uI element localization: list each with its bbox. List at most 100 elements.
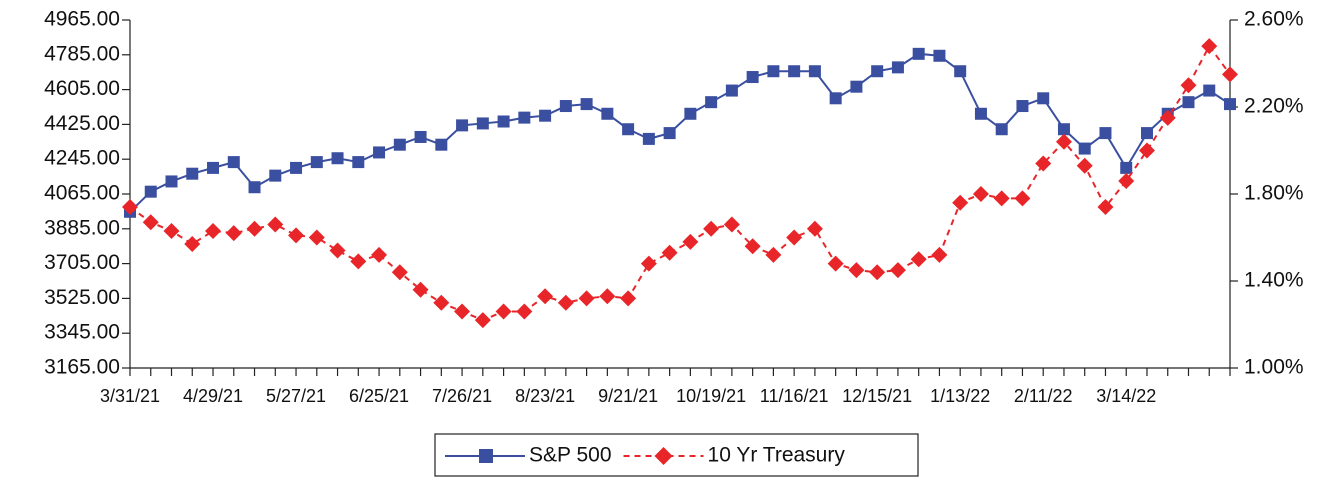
point bbox=[371, 246, 388, 263]
point bbox=[891, 61, 904, 74]
point bbox=[433, 294, 450, 311]
x-tick-label: 9/21/21 bbox=[598, 386, 658, 406]
x-tick-label: 2/11/22 bbox=[1014, 386, 1073, 406]
point bbox=[1055, 133, 1072, 150]
point bbox=[829, 92, 842, 105]
point bbox=[620, 290, 637, 307]
point bbox=[1016, 100, 1029, 113]
point bbox=[559, 100, 572, 113]
point bbox=[435, 138, 448, 151]
point bbox=[454, 303, 471, 320]
point bbox=[601, 107, 614, 120]
legend-label: S&P 500 bbox=[529, 444, 612, 467]
y-tick-label: 3165.00 bbox=[44, 356, 120, 379]
y-tick-label: 3525.00 bbox=[44, 286, 120, 309]
point bbox=[622, 123, 635, 136]
point bbox=[165, 175, 178, 188]
point bbox=[910, 251, 927, 268]
point bbox=[186, 167, 199, 180]
point bbox=[497, 115, 510, 128]
point bbox=[640, 255, 657, 272]
x-tick-label: 3/14/22 bbox=[1096, 386, 1156, 406]
point bbox=[684, 107, 697, 120]
point bbox=[207, 161, 220, 174]
point bbox=[661, 244, 678, 261]
point bbox=[663, 127, 676, 140]
y-tick-label: 4965.00 bbox=[44, 8, 120, 31]
point bbox=[788, 65, 801, 78]
point bbox=[310, 156, 323, 169]
point bbox=[557, 294, 574, 311]
point bbox=[391, 264, 408, 281]
series-line bbox=[129, 44, 1231, 322]
point bbox=[1118, 172, 1135, 189]
point bbox=[952, 194, 969, 211]
point bbox=[1057, 123, 1070, 136]
point bbox=[827, 255, 844, 272]
x-tick-label: 10/19/21 bbox=[676, 386, 746, 406]
point bbox=[744, 238, 761, 255]
point bbox=[599, 288, 616, 305]
x-tick-label: 11/16/21 bbox=[760, 386, 829, 406]
point bbox=[495, 303, 512, 320]
y-tick-label: 3885.00 bbox=[44, 216, 120, 239]
point bbox=[144, 185, 157, 198]
point bbox=[705, 96, 718, 109]
point bbox=[352, 156, 365, 169]
point bbox=[765, 246, 782, 263]
point bbox=[269, 169, 282, 182]
point bbox=[205, 222, 222, 239]
point bbox=[1035, 155, 1052, 172]
point bbox=[933, 49, 946, 62]
point bbox=[995, 123, 1008, 136]
y-tick-label: 3705.00 bbox=[44, 251, 120, 274]
point bbox=[850, 80, 863, 93]
point bbox=[1097, 199, 1114, 216]
point bbox=[373, 146, 386, 159]
y2-tick-label: 1.80% bbox=[1244, 182, 1304, 205]
x-tick-label: 7/26/21 bbox=[432, 386, 492, 406]
point bbox=[682, 233, 699, 250]
point bbox=[1099, 127, 1112, 140]
point bbox=[1014, 190, 1031, 207]
point bbox=[767, 65, 780, 78]
point bbox=[331, 152, 344, 165]
point bbox=[163, 222, 180, 239]
point bbox=[412, 281, 429, 298]
point bbox=[539, 109, 552, 122]
point bbox=[1224, 98, 1236, 111]
legend-label: 10 Yr Treasury bbox=[708, 444, 846, 467]
y-tick-label: 3345.00 bbox=[44, 321, 120, 344]
point bbox=[889, 262, 906, 279]
x-tick-label: 5/27/21 bbox=[266, 386, 326, 406]
point bbox=[1201, 38, 1218, 55]
point bbox=[516, 303, 533, 320]
point bbox=[288, 227, 305, 244]
point bbox=[225, 225, 242, 242]
legend-marker bbox=[479, 449, 493, 463]
y2-tick-label: 2.20% bbox=[1244, 95, 1304, 118]
point bbox=[1037, 92, 1050, 105]
point bbox=[871, 65, 884, 78]
point bbox=[912, 47, 925, 60]
point bbox=[954, 65, 967, 78]
point bbox=[1076, 157, 1093, 174]
point bbox=[329, 242, 346, 259]
point bbox=[122, 199, 138, 216]
y-tick-label: 4785.00 bbox=[44, 42, 120, 65]
point bbox=[227, 156, 240, 169]
y-tick-label: 4245.00 bbox=[44, 147, 120, 170]
point bbox=[393, 138, 406, 151]
point bbox=[456, 119, 469, 132]
point bbox=[1078, 142, 1091, 155]
point bbox=[642, 132, 655, 145]
point bbox=[518, 111, 531, 124]
y-tick-label: 4605.00 bbox=[44, 77, 120, 100]
point bbox=[578, 290, 595, 307]
y-tick-label: 4425.00 bbox=[44, 112, 120, 135]
point bbox=[290, 161, 303, 174]
point bbox=[974, 107, 987, 120]
x-tick-label: 4/29/21 bbox=[183, 386, 243, 406]
point bbox=[931, 246, 948, 263]
point bbox=[248, 181, 261, 194]
